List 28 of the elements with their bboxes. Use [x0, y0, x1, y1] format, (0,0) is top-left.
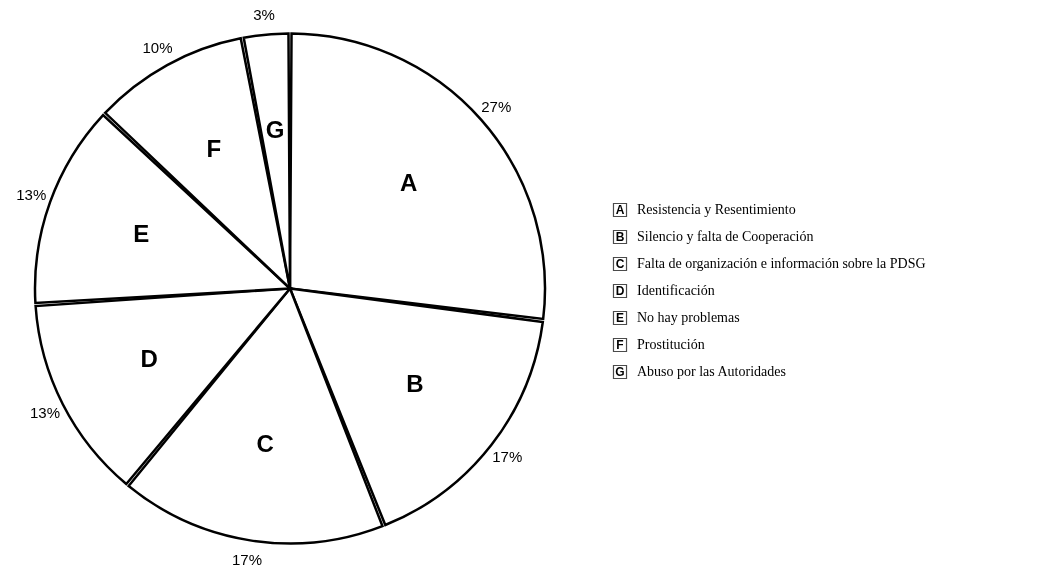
legend-label: Silencio y falta de Cooperación	[637, 229, 814, 244]
data-label: 13%	[16, 186, 47, 204]
text: D	[615, 284, 625, 298]
text: G	[615, 365, 625, 379]
text: E	[615, 311, 625, 325]
legend-label: Identificación	[637, 283, 715, 298]
data-label: 17%	[231, 551, 262, 569]
legend-label: Falta de organización e información sobre la PDSG	[637, 256, 926, 271]
text: F	[616, 338, 624, 352]
legend-label: No hay problemas	[637, 310, 740, 325]
text: E	[133, 219, 150, 247]
data-label: 13%	[29, 404, 60, 422]
text: G	[265, 116, 285, 144]
text: D	[140, 345, 158, 373]
data-label: 10%	[142, 38, 173, 56]
data-label: 17%	[492, 448, 523, 466]
data-label: 27%	[481, 97, 512, 115]
text: C	[615, 257, 625, 271]
legend-label: Resistencia y Resentimiento	[637, 202, 796, 217]
text: B	[406, 370, 424, 398]
text: F	[206, 134, 222, 162]
text: C	[256, 429, 274, 457]
legend-label: Abuso por las Autoridades	[637, 364, 786, 379]
legend-label: Prostitución	[637, 337, 705, 352]
text: A	[399, 168, 418, 196]
data-label: 3%	[253, 5, 275, 23]
text: A	[615, 203, 625, 217]
text: B	[615, 230, 625, 244]
